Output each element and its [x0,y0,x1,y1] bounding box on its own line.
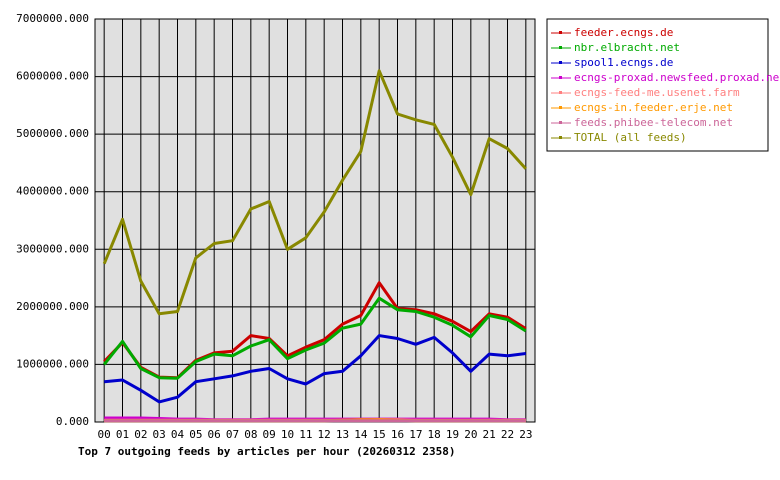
legend-label: ecngs-proxad.newsfeed.proxad.net [574,71,780,84]
y-tick-label: 0.000 [56,415,89,428]
y-tick-label: 4000000.000 [16,185,89,198]
y-tick-label: 2000000.000 [16,300,89,313]
x-tick-label: 12 [318,428,331,441]
x-tick-label: 22 [501,428,514,441]
legend-marker [559,91,562,94]
chart-caption: Top 7 outgoing feeds by articles per hou… [78,445,456,458]
y-tick-label: 7000000.000 [16,12,89,25]
x-tick-label: 13 [336,428,349,441]
legend-label: feeder.ecngs.de [574,26,673,39]
series-line [104,334,526,404]
legend-marker [559,31,562,34]
x-tick-label: 08 [244,428,257,441]
legend-marker [559,121,562,124]
x-tick-label: 07 [226,428,239,441]
plot-area [94,18,536,423]
x-tick-label: 05 [189,428,202,441]
x-tick-label: 01 [116,428,129,441]
legend-label: nbr.elbracht.net [574,41,680,54]
x-tick-label: 02 [134,428,147,441]
legend-label: spool1.ecngs.de [574,56,673,69]
legend-marker [559,106,562,109]
x-tick-label: 04 [171,428,185,441]
legend-marker [559,136,562,139]
x-tick-label: 09 [263,428,276,441]
x-tick-label: 20 [464,428,477,441]
x-tick-label: 19 [446,428,459,441]
y-tick-label: 3000000.000 [16,242,89,255]
x-tick-label: 23 [519,428,532,441]
x-tick-label: 03 [153,428,166,441]
legend-marker [559,61,562,64]
y-tick-label: 5000000.000 [16,127,89,140]
x-tick-label: 18 [428,428,441,441]
legend-label: TOTAL (all feeds) [574,131,687,144]
x-tick-label: 15 [373,428,386,441]
series-line [103,296,527,380]
legend-label: ecngs-in.feeder.erje.net [574,101,733,114]
series-line [102,69,527,316]
x-tick-label: 11 [299,428,312,441]
y-tick-label: 6000000.000 [16,70,89,83]
x-tick-label: 14 [354,428,368,441]
x-tick-label: 00 [98,428,111,441]
x-tick-label: 10 [281,428,294,441]
legend-label: ecngs-feed-me.usenet.farm [574,86,740,99]
x-tick-label: 21 [483,428,496,441]
y-tick-label: 1000000.000 [16,357,89,370]
legend-marker [559,76,562,79]
x-tick-label: 16 [391,428,404,441]
legend [546,18,769,152]
x-tick-label: 17 [409,428,422,441]
x-tick-label: 06 [208,428,221,441]
legend-label: feeds.phibee-telecom.net [574,116,733,129]
legend-marker [559,46,562,49]
